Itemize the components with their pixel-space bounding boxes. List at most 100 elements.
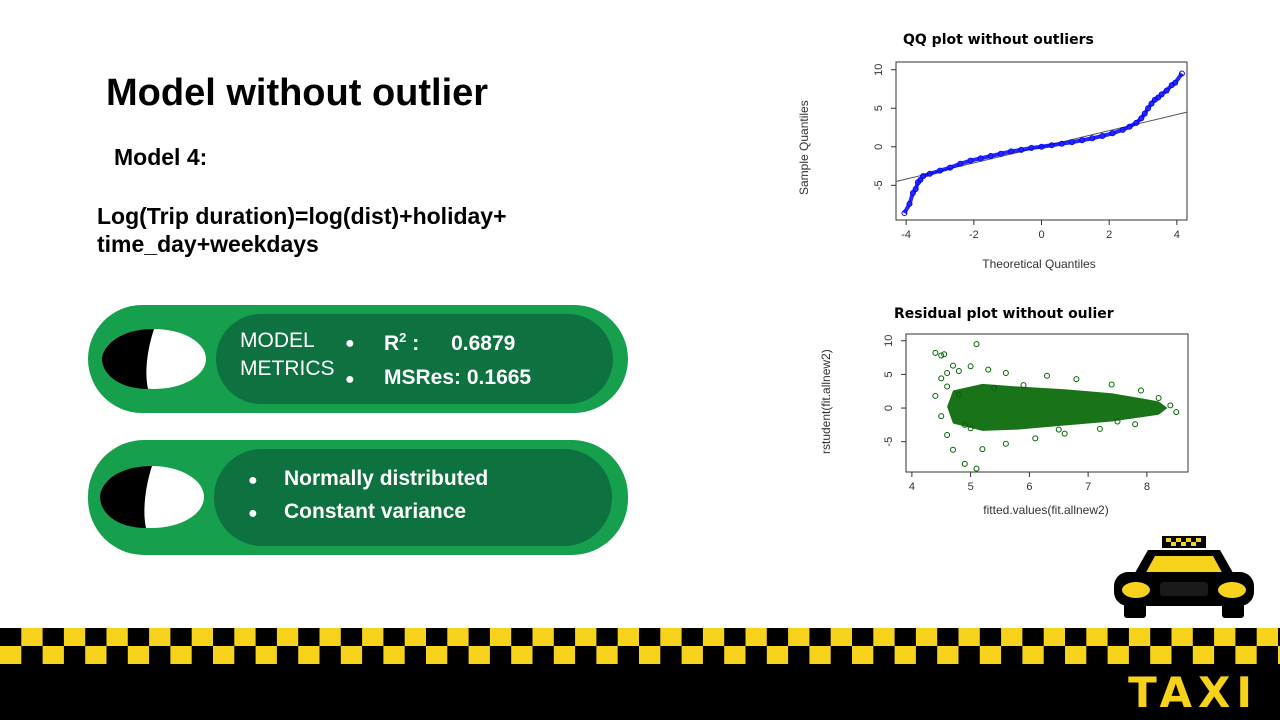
checker-tile: [404, 628, 427, 646]
data-point: [997, 150, 1004, 157]
taxi-wordmark: TAXI: [1128, 668, 1258, 717]
checker-tile: [468, 628, 491, 646]
data-point: [1048, 142, 1055, 149]
checker-tile: [1235, 646, 1258, 664]
data-point: [1089, 135, 1096, 142]
checker-tile: [553, 628, 576, 646]
checker-tile: [681, 646, 704, 664]
checker-tile: [1022, 628, 1045, 646]
x-tick-label: -2: [969, 229, 979, 241]
data-point: [1058, 140, 1065, 147]
data-point: [979, 446, 986, 453]
checker-tile: [127, 646, 150, 664]
checker-tile: [958, 646, 981, 664]
checker-tile: [511, 628, 533, 646]
data-point: [944, 431, 951, 438]
checker-tile: [575, 628, 597, 646]
footer-bar: [0, 664, 1280, 720]
data-point: [973, 341, 980, 348]
qq-ylabel: Sample Quantiles: [797, 100, 811, 195]
checker-tile: [979, 646, 1002, 664]
checker-tile: [170, 646, 193, 664]
checker-tile: [234, 628, 257, 646]
checker-tile: [426, 628, 448, 646]
residual-ylabel: rstudent(fit.allnew2): [819, 349, 833, 454]
checker-tile: [1214, 646, 1236, 664]
checker-tile: [489, 628, 512, 646]
checker-tile: [191, 628, 214, 646]
checker-tile: [447, 628, 470, 646]
data-point: [1132, 421, 1139, 428]
data-point: [1145, 105, 1152, 112]
data-point: [1018, 146, 1025, 153]
data-point: [1172, 79, 1179, 86]
metric-value: 0.1665: [466, 366, 532, 389]
checker-tile: [532, 628, 555, 646]
data-point: [912, 186, 919, 193]
x-tick-label: 8: [1144, 481, 1150, 493]
data-point: [1099, 132, 1106, 139]
model-metrics-panel: MODEL METRICS ● R2 : 0.6879 ● MSRes: 0.1…: [88, 305, 628, 413]
data-point: [1163, 87, 1170, 94]
data-point: [917, 176, 924, 183]
metric-sep: :: [406, 332, 420, 355]
checker-tile: [1235, 628, 1258, 646]
y-tick-label: 0: [883, 405, 895, 411]
residual-xlabel: fitted.values(fit.allnew2): [983, 503, 1108, 517]
checker-tile: [213, 628, 235, 646]
data-point: [909, 190, 916, 197]
x-tick-label: 5: [968, 481, 974, 493]
data-point: [1158, 91, 1165, 98]
data-point: [906, 200, 913, 207]
residual-plot: rstudent(fit.allnew2) fitted.values(fit.…: [819, 333, 1189, 517]
checker-tile: [702, 628, 725, 646]
data-point: [1108, 381, 1115, 388]
data-point: [1138, 387, 1144, 394]
checker-tile: [979, 628, 1002, 646]
data-point: [1155, 394, 1162, 401]
qq-point-band: [902, 72, 1184, 215]
eye-icon: [102, 329, 206, 389]
data-point: [920, 173, 927, 180]
checker-tile: [639, 646, 661, 664]
checker-tile: [1192, 646, 1215, 664]
checker-tile: [937, 646, 959, 664]
checker-tile: [1171, 628, 1194, 646]
dense-point-cloud: [947, 383, 1168, 431]
checker-tile: [340, 628, 363, 646]
data-point: [1126, 123, 1133, 130]
checker-tile: [1128, 628, 1151, 646]
y-tick-label: -5: [873, 180, 885, 190]
checker-tile: [362, 628, 384, 646]
data-point: [938, 352, 945, 359]
checker-tile: [319, 646, 342, 664]
checker-tile: [766, 646, 789, 664]
checker-tile: [617, 646, 640, 664]
checker-tile: [745, 646, 768, 664]
assumptions-panel: ● Normally distributed ● Constant varian…: [88, 440, 628, 555]
data-point: [1061, 430, 1068, 437]
checker-tile: [894, 646, 917, 664]
checker-tile: [852, 646, 874, 664]
data-point: [1038, 143, 1045, 150]
checker-tile: [1107, 628, 1130, 646]
data-point: [1114, 418, 1121, 425]
checker-tile: [596, 628, 619, 646]
checker-tile: [809, 628, 832, 646]
data-point: [1148, 100, 1155, 107]
checker-tile: [213, 646, 235, 664]
data-point: [957, 160, 964, 167]
y-tick-label: 5: [873, 105, 885, 111]
checker-tile: [340, 646, 363, 664]
data-point: [936, 167, 943, 174]
data-point: [938, 413, 945, 420]
data-point: [1138, 115, 1145, 122]
checker-tile: [489, 646, 512, 664]
checker-tile: [937, 628, 959, 646]
checker-tile: [660, 646, 683, 664]
assumption-variance: ● Constant variance: [248, 500, 466, 524]
checker-tile: [830, 628, 853, 646]
data-point: [901, 210, 908, 217]
y-tick-label: -5: [883, 437, 895, 447]
checker-tile: [1128, 646, 1151, 664]
